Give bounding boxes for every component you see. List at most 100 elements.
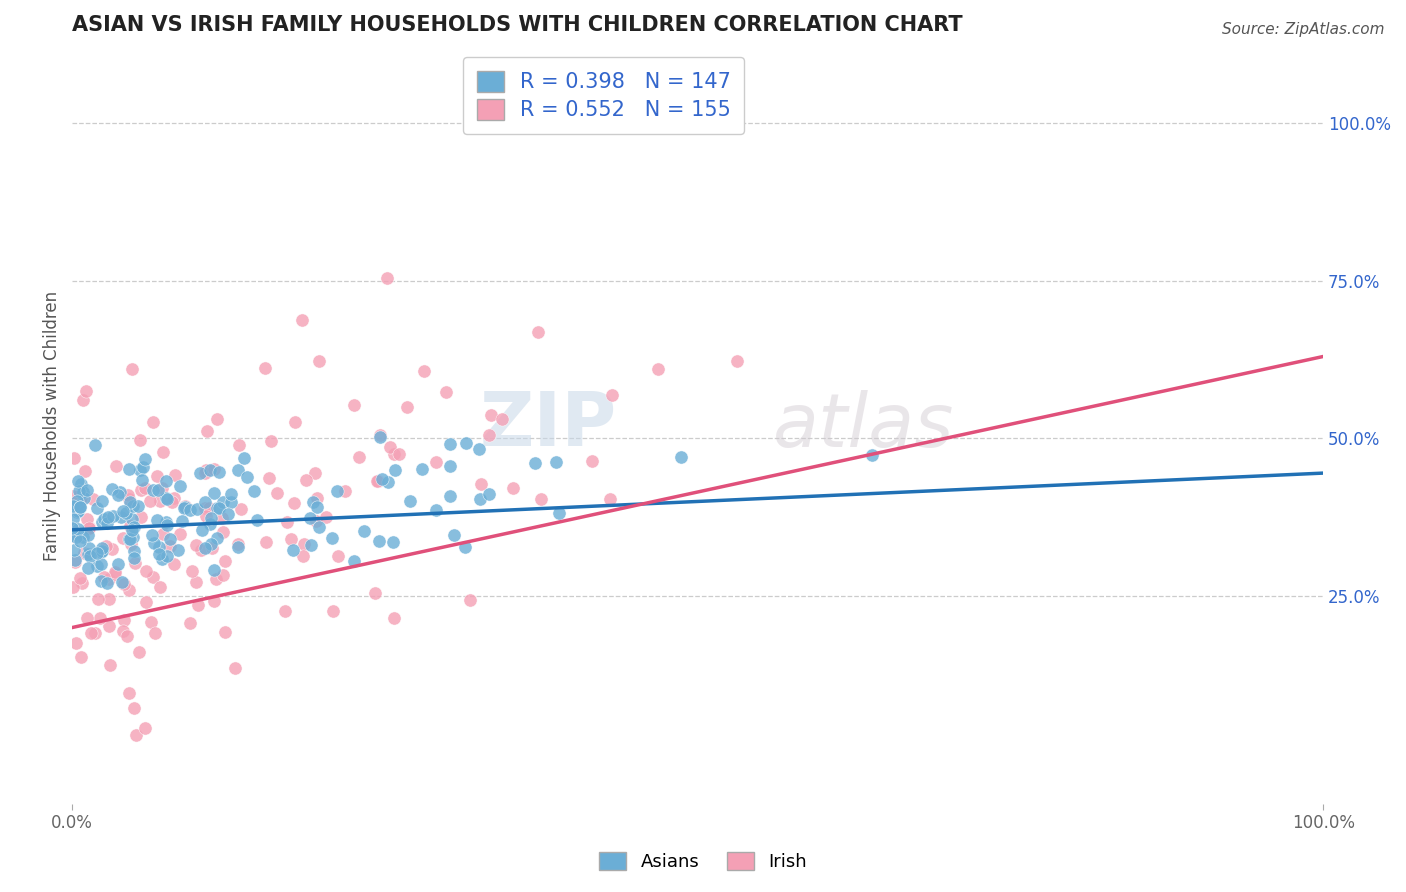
Point [205,501,228,516]
Point [122,701,145,715]
Point [368,428,391,442]
Point [66,494,89,508]
Point [60,521,83,535]
Point [214,624,236,639]
Point [207,531,229,545]
Point [395,400,418,414]
Point [63,542,86,557]
Point [62,580,84,594]
Point [181,564,204,578]
Point [118,686,141,700]
Point [291,549,314,563]
Point [387,447,409,461]
Point [155,515,177,529]
Point [202,593,225,607]
Legend: Asians, Irish: Asians, Irish [592,845,814,879]
Point [169,479,191,493]
Point [111,574,134,589]
Point [91,494,114,508]
Point [118,582,141,597]
Point [174,500,197,514]
Point [478,487,501,501]
Point [86,500,108,515]
Point [581,454,603,468]
Point [76,511,98,525]
Point [547,507,569,521]
Point [91,515,114,529]
Point [131,473,153,487]
Point [118,492,141,507]
Point [142,483,165,497]
Point [97,572,120,586]
Point [91,541,114,555]
Point [470,491,492,506]
Point [149,581,172,595]
Point [112,613,135,627]
Point [72,576,94,591]
Point [200,536,222,550]
Point [308,354,330,368]
Point [143,536,166,550]
Point [214,554,236,568]
Point [211,494,233,508]
Point [121,362,143,376]
Point [93,512,115,526]
Point [202,563,225,577]
Point [77,521,100,535]
Point [527,326,550,340]
Point [135,594,157,608]
Point [202,462,225,476]
Point [139,494,162,508]
Point [75,464,97,478]
Point [124,556,146,570]
Point [134,452,156,467]
Point [129,433,152,447]
Point [111,504,134,518]
Point [69,571,91,585]
Point [305,514,328,528]
Point [146,469,169,483]
Point [150,552,173,566]
Point [135,564,157,578]
Point [425,455,447,469]
Point [322,604,344,618]
Point [121,523,143,537]
Point [439,489,461,503]
Point [77,541,100,556]
Point [152,527,174,541]
Point [343,398,366,412]
Point [67,483,90,498]
Point [454,540,477,554]
Point [190,542,212,557]
Point [104,565,127,579]
Point [305,491,328,506]
Point [121,512,143,526]
Point [103,567,125,582]
Point [101,508,124,523]
Point [114,577,136,591]
Point [101,482,124,496]
Point [191,523,214,537]
Point [194,500,217,515]
Point [77,547,100,561]
Point [669,450,692,464]
Point [155,491,177,506]
Point [155,474,177,488]
Point [291,313,314,327]
Point [198,516,221,531]
Point [98,658,121,673]
Point [96,516,118,530]
Text: atlas: atlas [773,390,955,462]
Point [235,470,257,484]
Point [439,437,461,451]
Point [110,509,132,524]
Point [163,468,186,483]
Point [86,559,108,574]
Point [67,475,90,489]
Point [111,624,134,638]
Point [228,438,250,452]
Point [305,500,328,514]
Point [368,430,391,444]
Point [127,499,149,513]
Point [96,576,118,591]
